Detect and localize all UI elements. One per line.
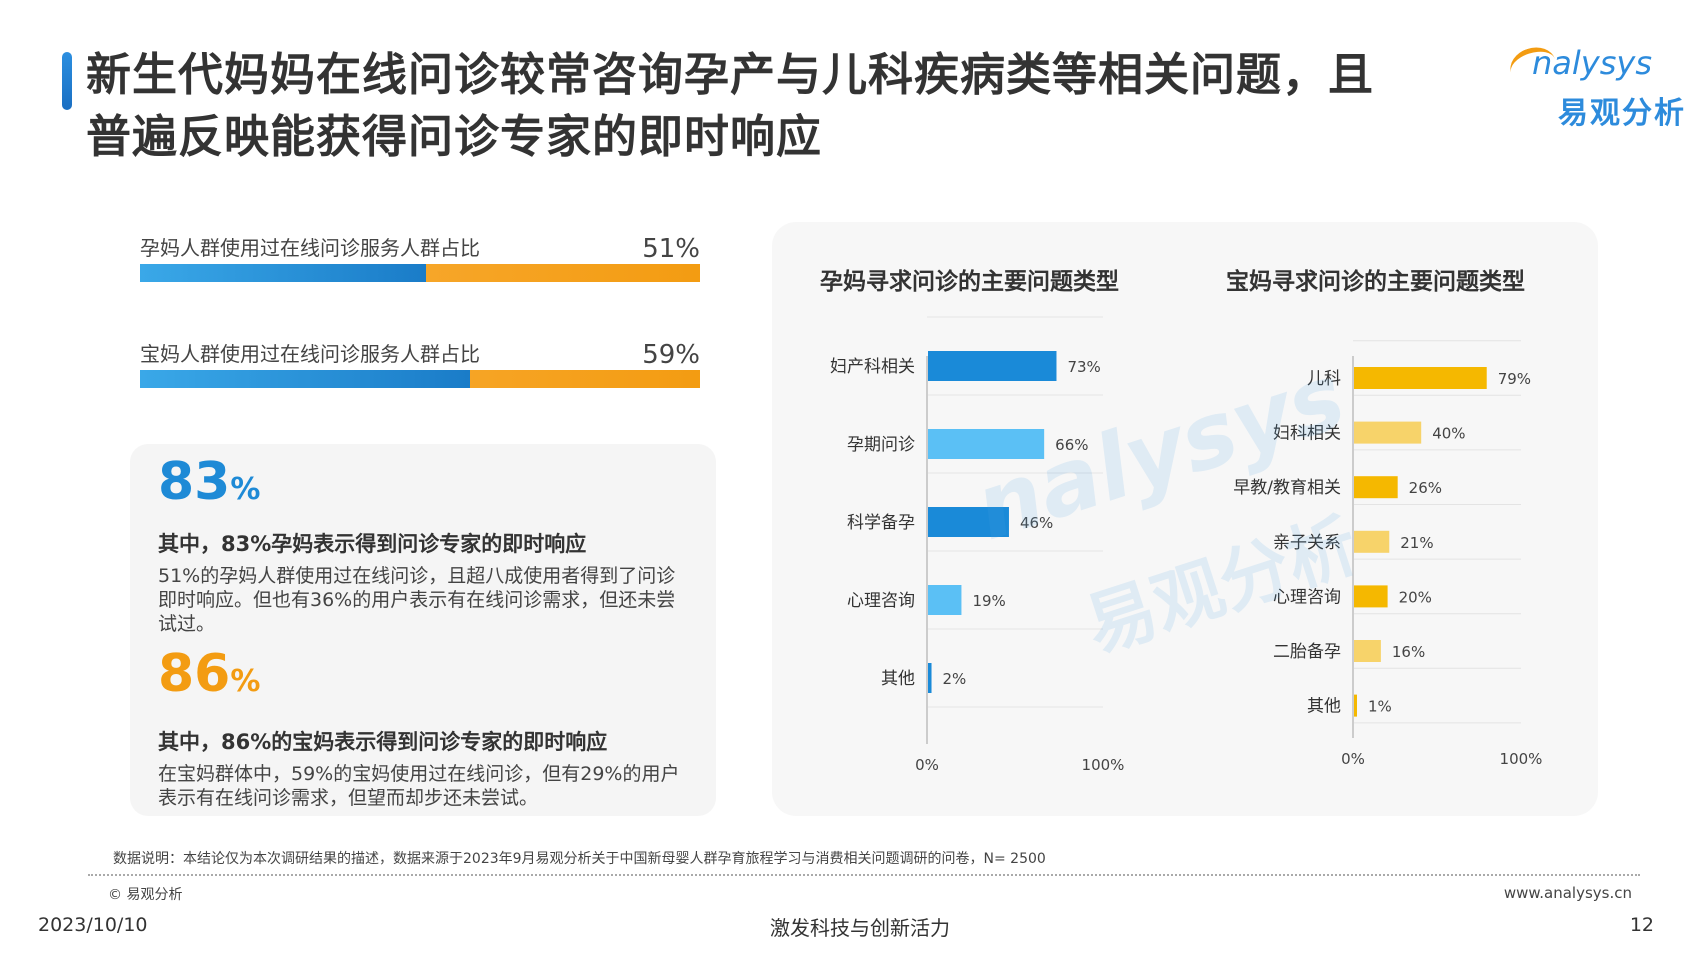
- value-label: 1%: [1368, 698, 1392, 716]
- highlight-number-value: 86: [158, 644, 231, 704]
- category-label: 其他: [881, 669, 915, 689]
- footer-divider: [88, 874, 1640, 876]
- value-label: 46%: [1020, 514, 1053, 532]
- highlight-number-mother: 86%: [158, 644, 260, 704]
- page-title-line2: 普遍反映能获得问诊专家的即时响应: [86, 110, 823, 163]
- bar: [1354, 530, 1390, 553]
- stat-row-pregnant: 孕妈人群使用过在线问诊服务人群占比 51%: [140, 232, 700, 292]
- category-label: 妇产科相关: [830, 357, 915, 377]
- stat-percent: 51%: [642, 234, 700, 264]
- bar: [928, 507, 1009, 537]
- value-label: 21%: [1400, 534, 1433, 552]
- bar: [1354, 421, 1422, 444]
- bar: [1354, 367, 1487, 389]
- x-tick-label: 100%: [1082, 756, 1125, 774]
- highlight-subtitle-mother: 其中，86%的宝妈表示得到问诊专家的即时响应: [158, 730, 608, 754]
- x-tick-label: 0%: [1341, 750, 1365, 768]
- highlight-card: 83% 其中，83%孕妈表示得到问诊专家的即时响应 51%的孕妈人群使用过在线问…: [130, 444, 716, 816]
- category-label: 亲子关系: [1273, 533, 1341, 553]
- highlight-number-unit: %: [230, 664, 261, 699]
- stat-label: 孕妈人群使用过在线问诊服务人群占比: [140, 236, 480, 260]
- category-label: 心理咨询: [847, 591, 915, 611]
- data-note: 数据说明：本结论仅为本次调研结果的描述，数据来源于2023年9月易观分析关于中国…: [113, 851, 1046, 867]
- highlight-desc-mother: 在宝妈群体中，59%的宝妈使用过在线问诊，但有29%的用户表示有在线问诊需求，但…: [158, 763, 680, 809]
- bar: [1354, 694, 1357, 717]
- bar: [1354, 585, 1388, 608]
- stat-percent: 59%: [642, 340, 700, 370]
- highlight-desc-pregnant: 51%的孕妈人群使用过在线问诊，且超八成使用者得到了问诊即时响应。但也有36%的…: [158, 565, 676, 635]
- bar: [928, 663, 932, 693]
- stat-label: 宝妈人群使用过在线问诊服务人群占比: [140, 342, 480, 366]
- highlight-number-value: 83: [158, 452, 231, 512]
- category-label: 二胎备孕: [1273, 642, 1341, 662]
- logo-text-en: nalysys: [1532, 44, 1652, 82]
- title-accent-bar: [62, 52, 72, 110]
- slogan: 激发科技与创新活力: [770, 916, 950, 940]
- bar: [928, 585, 962, 615]
- page-title-line1: 新生代妈妈在线问诊较常咨询孕产与儿科疾病类等相关问题，且: [86, 48, 1375, 101]
- category-label: 儿科: [1307, 369, 1341, 389]
- value-label: 73%: [1067, 358, 1100, 376]
- value-label: 19%: [972, 592, 1005, 610]
- chart-title-pregnant: 孕妈寻求问诊的主要问题类型: [820, 269, 1119, 295]
- category-label: 其他: [1307, 697, 1341, 717]
- value-label: 79%: [1498, 370, 1531, 388]
- value-label: 26%: [1409, 479, 1442, 497]
- category-label: 心理咨询: [1273, 587, 1341, 607]
- page-title: 新生代妈妈在线问诊较常咨询孕产与儿科疾病类等相关问题，且 普遍反映能获得问诊专家…: [86, 44, 1486, 168]
- value-label: 16%: [1392, 643, 1425, 661]
- stat-bar-fill: [140, 264, 426, 282]
- report-date: 2023/10/10: [38, 914, 148, 936]
- stat-bar-track: [140, 264, 700, 282]
- bar: [1354, 640, 1381, 662]
- value-label: 40%: [1432, 425, 1465, 443]
- bar: [928, 351, 1057, 381]
- category-label: 科学备孕: [847, 513, 915, 533]
- bar: [1354, 476, 1398, 499]
- highlight-subtitle-pregnant: 其中，83%孕妈表示得到问诊专家的即时响应: [158, 532, 587, 556]
- analysys-logo: nalysys 易观分析: [1505, 40, 1690, 131]
- logo-text-cn: 易观分析: [1558, 96, 1686, 131]
- value-label: 2%: [943, 670, 967, 688]
- value-label: 20%: [1399, 588, 1432, 606]
- category-label: 早教/教育相关: [1233, 478, 1341, 498]
- stat-bar-track: [140, 370, 700, 388]
- category-label: 妇科相关: [1273, 424, 1341, 444]
- category-label: 孕期问诊: [847, 435, 915, 455]
- chart-title-mother: 宝妈寻求问诊的主要问题类型: [1226, 269, 1525, 295]
- stat-bar-fill: [140, 370, 471, 388]
- x-tick-label: 100%: [1500, 750, 1543, 768]
- copyright: © 易观分析: [108, 887, 183, 903]
- bar: [928, 429, 1045, 459]
- value-label: 66%: [1055, 436, 1088, 454]
- charts-card: [772, 222, 1598, 816]
- stat-row-mother: 宝妈人群使用过在线问诊服务人群占比 59%: [140, 338, 700, 398]
- highlight-number-unit: %: [230, 472, 261, 507]
- website-link[interactable]: www.analysys.cn: [1503, 884, 1632, 902]
- highlight-number-pregnant: 83%: [158, 452, 260, 512]
- page-number: 12: [1629, 914, 1654, 936]
- x-tick-label: 0%: [915, 756, 939, 774]
